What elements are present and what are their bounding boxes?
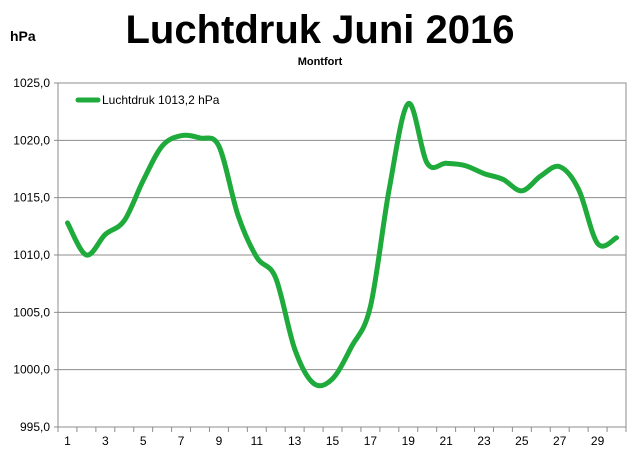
x-tick-label: 5	[140, 434, 147, 448]
chart-subtitle: Montfort	[297, 56, 343, 68]
x-tick-label: 1	[64, 434, 71, 448]
x-tick-label: 3	[102, 434, 109, 448]
y-tick-label: 995,0	[20, 420, 50, 434]
x-tick-label: 21	[439, 434, 453, 448]
legend-label: Luchtdruk 1013,2 hPa	[102, 93, 220, 107]
x-tick-label: 13	[288, 434, 302, 448]
x-tick-label: 25	[515, 434, 529, 448]
axes: 995,0 1000,0 1005,0 1010,0 1015,0 1020,0 1025,…	[13, 76, 627, 448]
chart-title: Luchtdruk Juni 2016	[125, 8, 515, 52]
x-tick-label: 11	[251, 434, 264, 448]
y-tick-label: 1025,0	[13, 76, 50, 90]
x-tick-label: 9	[216, 434, 223, 448]
legend: Luchtdruk 1013,2 hPa	[75, 93, 220, 107]
x-tick-label: 17	[364, 434, 378, 448]
y-tick-label: 1015,0	[13, 191, 50, 205]
y-tick-label: 1010,0	[13, 248, 50, 262]
y-tick-label: 1005,0	[13, 305, 50, 319]
x-tick-label: 29	[591, 434, 605, 448]
y-tick-label: 1000,0	[13, 363, 50, 377]
y-tick-label: 1020,0	[13, 133, 50, 147]
x-tick-label: 23	[477, 434, 491, 448]
series-layer	[65, 101, 619, 389]
x-tick-label: 7	[178, 434, 185, 448]
x-tick-label: 15	[326, 434, 340, 448]
y-axis-unit-label: hPa	[10, 28, 36, 44]
x-tick-label: 27	[553, 434, 567, 448]
x-tick-label: 19	[402, 434, 416, 448]
series-line	[65, 101, 619, 389]
